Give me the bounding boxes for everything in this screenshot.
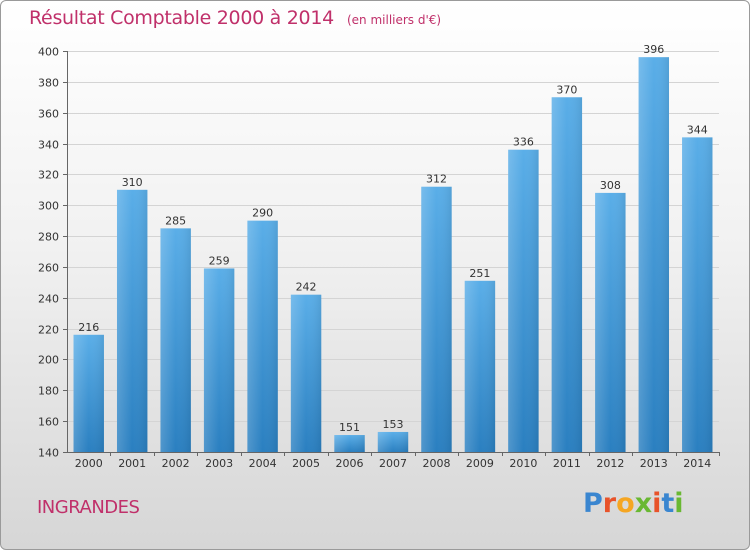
bar-shine-2002 (160, 228, 191, 452)
value-label-2001: 310 (122, 176, 143, 189)
x-tick-label-2002: 2002 (162, 457, 190, 470)
x-tick-label-2001: 2001 (118, 457, 146, 470)
value-label-2013: 396 (643, 43, 664, 56)
value-label-2009: 251 (469, 267, 490, 280)
bar-shine-2010 (508, 149, 539, 452)
x-tick-label-2013: 2013 (640, 457, 668, 470)
y-tick-label: 280 (38, 231, 59, 244)
bar-shine-2004 (247, 220, 278, 452)
data-labels: 216 310 285 259 290 242 151 153 312 251 336 370 308 3… (78, 43, 708, 434)
y-tick-label: 320 (38, 169, 59, 182)
bar-shine-2009 (464, 280, 496, 452)
y-tick-label: 200 (38, 354, 59, 367)
axes: 140 160 180 200 220 240 260 280 300 320 340 360 380 4… (38, 46, 720, 470)
logo-letter: i (652, 488, 662, 519)
x-tick-label-2008: 2008 (422, 457, 450, 470)
value-label-2005: 242 (296, 281, 317, 294)
value-label-2011: 370 (556, 83, 577, 96)
town-name: INGRANDES (37, 497, 140, 518)
value-label-2006: 151 (339, 421, 360, 434)
value-label-2008: 312 (426, 173, 447, 186)
bar-shine-2003 (203, 268, 235, 452)
bar-shine-2005 (290, 294, 322, 452)
chart-subtitle: (en milliers d'€) (346, 13, 442, 27)
y-tick-label: 300 (38, 200, 59, 213)
bar-shine-2013 (638, 57, 670, 453)
y-tick-label: 140 (38, 447, 59, 460)
bar-shine-2008 (421, 186, 452, 452)
bar-shine-2007 (377, 431, 409, 452)
x-tick-label-2014: 2014 (683, 457, 711, 470)
y-tick-label: 400 (38, 46, 59, 59)
y-tick-label: 360 (38, 108, 59, 121)
y-tick-label: 220 (38, 324, 59, 337)
value-label-2012: 308 (600, 179, 621, 192)
value-label-2014: 344 (687, 123, 708, 136)
y-tick-label: 380 (38, 77, 59, 90)
logo-letter: r (602, 488, 617, 519)
y-tick-label: 260 (38, 262, 59, 275)
bar-shine-2011 (551, 97, 583, 453)
logo-letter: P (583, 488, 603, 519)
y-tick-label: 160 (38, 416, 59, 429)
value-label-2003: 259 (209, 254, 230, 267)
bar-shine-2000 (73, 334, 104, 452)
chart-title-row: Résultat Comptable 2000 à 2014 (en milli… (29, 7, 441, 29)
logo-letter: i (674, 488, 684, 519)
logo-letter: o (616, 488, 635, 519)
proxiti-logo[interactable]: Proxiti (583, 488, 684, 519)
bar-shine-2006 (334, 435, 365, 452)
x-tick-label-2011: 2011 (553, 457, 581, 470)
bar-shine-2012 (595, 192, 626, 452)
y-tick-label: 340 (38, 139, 59, 152)
x-tick-label-2009: 2009 (466, 457, 494, 470)
bar-shine-2014 (682, 137, 713, 452)
x-tick-label-2003: 2003 (205, 457, 233, 470)
x-tick-label-2006: 2006 (336, 457, 364, 470)
x-tick-label-2010: 2010 (509, 457, 537, 470)
x-tick-label-2012: 2012 (596, 457, 624, 470)
logo-letter: x (634, 488, 653, 519)
value-label-2007: 153 (383, 418, 404, 431)
value-label-2010: 336 (513, 136, 534, 149)
bar-shine-2001 (116, 189, 148, 453)
x-tick-label-2005: 2005 (292, 457, 320, 470)
x-tick-label-2007: 2007 (379, 457, 407, 470)
y-tick-label: 240 (38, 293, 59, 306)
chart-title: Résultat Comptable 2000 à 2014 (29, 7, 334, 29)
logo-letter: t (661, 488, 675, 519)
x-tick-label-2004: 2004 (249, 457, 277, 470)
y-tick-label: 180 (38, 385, 59, 398)
value-label-2000: 216 (78, 321, 99, 334)
value-label-2002: 285 (165, 214, 186, 227)
bars (73, 57, 713, 453)
value-label-2004: 290 (252, 207, 273, 220)
x-tick-label-2000: 2000 (75, 457, 103, 470)
